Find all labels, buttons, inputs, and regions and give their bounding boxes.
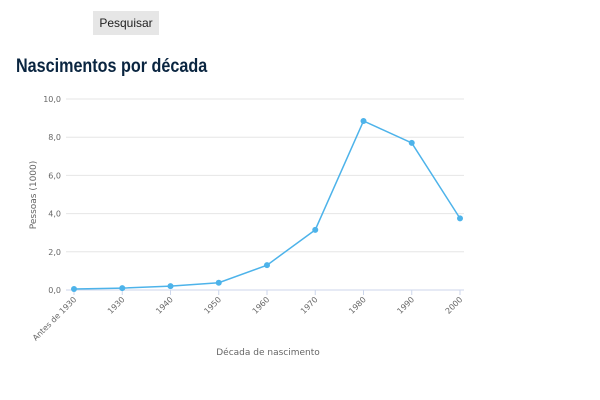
y-tick-label: 10,0 — [43, 95, 61, 104]
data-point — [360, 117, 367, 124]
data-point — [167, 283, 174, 290]
search-button[interactable]: Pesquisar — [93, 11, 159, 35]
x-tick-label: Antes de 1930 — [31, 295, 79, 343]
data-point — [408, 139, 415, 146]
y-tick-label: 4,0 — [48, 210, 61, 219]
y-axis-label: Pessoas (1000) — [29, 161, 39, 230]
y-tick-label: 8,0 — [48, 133, 61, 142]
x-tick-label: 1950 — [202, 295, 223, 316]
data-point — [119, 285, 126, 292]
x-tick-label: 1960 — [251, 295, 272, 316]
data-point — [215, 279, 222, 286]
y-tick-label: 0,0 — [48, 286, 61, 295]
x-tick-label: 1980 — [347, 295, 368, 316]
x-tick-label: 1970 — [299, 295, 320, 316]
x-tick-label: 1940 — [154, 295, 175, 316]
data-point — [71, 286, 77, 293]
x-tick-label: 1990 — [395, 295, 416, 316]
y-tick-label: 6,0 — [48, 171, 61, 180]
chart-title: Nascimentos por década — [16, 56, 208, 77]
data-point — [312, 226, 319, 233]
x-axis-label: Década de nascimento — [216, 347, 320, 358]
x-tick-label: 1930 — [106, 295, 127, 316]
data-point — [264, 262, 270, 269]
data-point — [457, 215, 463, 222]
y-tick-label: 2,0 — [48, 248, 61, 257]
x-tick-label: 2000 — [444, 295, 465, 316]
